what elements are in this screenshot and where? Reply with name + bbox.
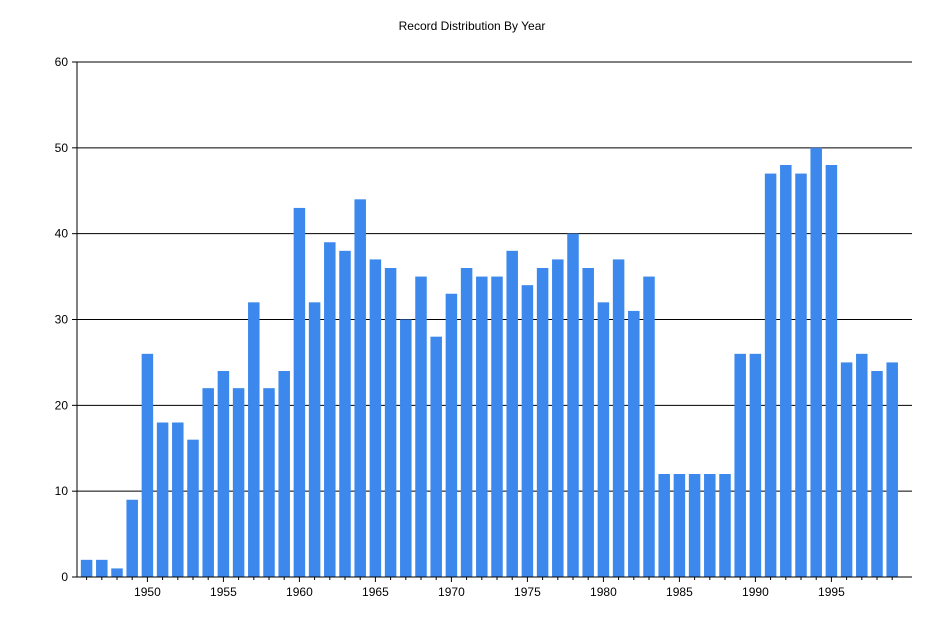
bar-1973 (491, 276, 503, 577)
x-tick-label-1965: 1965 (362, 585, 389, 599)
bar-1969 (430, 336, 442, 577)
bar-1960 (293, 207, 306, 578)
bar-1958 (263, 388, 275, 577)
bar-1953 (187, 439, 199, 577)
y-tick-label-20: 20 (55, 398, 69, 412)
x-tick-label-1985: 1985 (666, 585, 693, 599)
y-tick-label-60: 60 (55, 55, 69, 69)
x-tick-label-1955: 1955 (210, 585, 237, 599)
bar-1948 (111, 568, 123, 577)
bar-1965 (369, 259, 382, 577)
bar-1949 (126, 499, 138, 577)
x-tick-label-1950: 1950 (134, 585, 161, 599)
bar-1984 (658, 474, 670, 577)
bar-1999 (886, 362, 898, 577)
bar-1947 (96, 559, 108, 577)
bar-1956 (232, 388, 245, 577)
bar-1966 (384, 268, 397, 577)
bar-1983 (643, 276, 655, 577)
bar-1991 (764, 173, 777, 577)
bar-1982 (628, 310, 640, 577)
bar-1980 (597, 302, 610, 577)
bar-1950 (141, 353, 154, 577)
bar-1986 (688, 474, 701, 577)
bar-1985 (673, 474, 686, 577)
bar-1987 (704, 474, 716, 577)
x-tick-label-1995: 1995 (818, 585, 845, 599)
bar-1976 (536, 268, 549, 577)
x-tick-label-1960: 1960 (286, 585, 313, 599)
bar-1963 (339, 250, 351, 577)
bar-1946 (80, 559, 93, 577)
bar-1975 (521, 285, 534, 577)
bar-1981 (612, 259, 625, 577)
bar-1988 (719, 474, 731, 577)
bar-1974 (506, 250, 518, 577)
bar-1994 (810, 147, 822, 577)
bar-1997 (856, 353, 868, 577)
bar-1964 (354, 199, 366, 577)
bar-1962 (324, 242, 336, 577)
bar-1993 (795, 173, 807, 577)
bar-1952 (172, 422, 184, 577)
bar-1967 (400, 319, 412, 577)
chart-title: Record Distribution By Year (399, 19, 546, 33)
bar-1979 (582, 268, 594, 577)
y-tick-label-30: 30 (55, 313, 69, 327)
bar-1998 (871, 371, 883, 577)
bar-1959 (278, 371, 290, 577)
bar-1955 (217, 371, 230, 577)
bar-1968 (415, 276, 427, 577)
bar-1977 (552, 259, 564, 577)
bar-1996 (840, 362, 853, 577)
x-tick-label-1975: 1975 (514, 585, 541, 599)
bar-1992 (780, 165, 792, 577)
x-tick-label-1970: 1970 (438, 585, 465, 599)
bar-1989 (734, 353, 746, 577)
bar-1971 (460, 268, 473, 577)
bar-1951 (156, 422, 169, 577)
x-tick-label-1990: 1990 (742, 585, 769, 599)
bar-1957 (248, 302, 260, 577)
bar-1972 (476, 276, 488, 577)
bar-1970 (445, 293, 458, 577)
bar-1954 (202, 388, 214, 577)
y-tick-label-0: 0 (61, 570, 68, 584)
bar-1978 (567, 233, 579, 578)
bar-1961 (308, 302, 321, 577)
y-tick-label-10: 10 (55, 484, 69, 498)
x-tick-label-1980: 1980 (590, 585, 617, 599)
bar-1990 (749, 353, 762, 577)
bar-1995 (825, 165, 838, 577)
y-tick-label-40: 40 (55, 227, 69, 241)
y-tick-label-50: 50 (55, 141, 69, 155)
